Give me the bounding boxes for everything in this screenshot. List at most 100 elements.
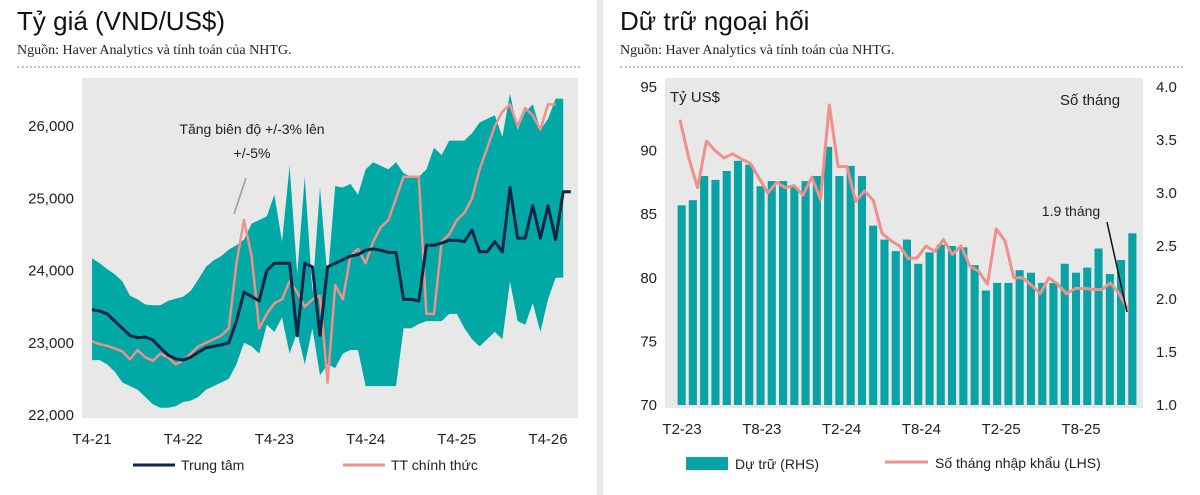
reserve-bar xyxy=(936,244,945,405)
y-tick-label: 25,000 xyxy=(28,190,74,207)
annotation-line-1: Tăng biên độ +/-3% lên xyxy=(179,121,324,137)
annotation-label: 1.9 tháng xyxy=(1042,203,1100,219)
reserve-bar xyxy=(1117,260,1126,405)
legend-swatch-reserves xyxy=(686,457,728,470)
reserve-bar xyxy=(688,200,697,405)
band-layer xyxy=(92,93,564,408)
x-tick-label: T8-24 xyxy=(902,421,941,438)
reserve-bar xyxy=(824,146,833,406)
reserve-bar xyxy=(948,246,957,405)
reserve-bar xyxy=(914,263,923,405)
chart-source: Nguồn: Haver Analytics và tính toán của … xyxy=(17,43,292,58)
reserve-bar xyxy=(756,186,765,405)
title-divider xyxy=(17,66,580,68)
reserve-bar xyxy=(1060,263,1069,405)
reserve-bar xyxy=(1004,282,1013,405)
reserve-bar xyxy=(790,187,799,405)
reserve-bar xyxy=(767,181,776,405)
y-tick-label: 22,000 xyxy=(28,407,74,424)
reserve-bar xyxy=(677,205,686,405)
exchange-rate-panel: Tỷ giá (VND/US$) Nguồn: Haver Analytics … xyxy=(0,0,597,495)
reserve-bar xyxy=(981,290,990,405)
unit-label-left: Tỷ US$ xyxy=(670,89,721,106)
y-tick-label: 24,000 xyxy=(28,263,74,280)
y-right-tick-label: 2.0 xyxy=(1156,291,1177,308)
reserve-bar xyxy=(711,179,720,405)
central-rate-line xyxy=(91,186,571,362)
x-tick-label: T4-23 xyxy=(255,431,294,448)
legend-label-official: TT chính thức xyxy=(391,457,478,473)
reserve-bar xyxy=(959,247,968,405)
x-tick-label: T8-25 xyxy=(1061,421,1100,438)
reserve-bar xyxy=(700,176,709,405)
chart-title: Tỷ giá (VND/US$) xyxy=(17,6,226,36)
x-axis: T4-21 T4-22 T4-23 T4-24 T4-25 T4-26 xyxy=(72,431,567,448)
legend-label-months: Số tháng nhập khẩu (LHS) xyxy=(935,455,1101,471)
reserve-bar xyxy=(733,160,742,405)
y-axis-left: 70 75 80 85 90 95 xyxy=(640,79,657,414)
y-right-tick-label: 3.5 xyxy=(1156,132,1177,149)
reserve-bar xyxy=(1072,272,1081,405)
unit-label-right: Số tháng xyxy=(1060,92,1120,109)
chart-source: Nguồn: Haver Analytics và tính toán của … xyxy=(620,43,895,58)
reserve-bar xyxy=(891,251,900,405)
reserve-bar xyxy=(835,176,844,405)
x-tick-label: T4-24 xyxy=(346,431,385,448)
reserve-bar xyxy=(925,252,934,405)
reserve-bar xyxy=(869,225,878,405)
x-tick-label: T2-25 xyxy=(982,421,1021,438)
y-right-tick-label: 3.0 xyxy=(1156,185,1177,202)
reserve-bar xyxy=(1026,272,1035,405)
y-tick-label: 26,000 xyxy=(28,118,74,135)
reserve-bar xyxy=(993,282,1002,405)
y-tick-label: 23,000 xyxy=(28,335,74,352)
title-divider xyxy=(620,66,1183,68)
y-left-tick-label: 80 xyxy=(640,270,657,287)
reserve-bar xyxy=(779,181,788,405)
bars-layer xyxy=(677,146,1137,406)
y-left-tick-label: 70 xyxy=(640,397,657,414)
reserve-bar xyxy=(812,176,821,405)
y-left-tick-label: 90 xyxy=(640,143,657,160)
x-tick-label: T4-25 xyxy=(437,431,476,448)
x-tick-label: T4-21 xyxy=(72,431,111,448)
line-layer xyxy=(678,103,1130,311)
reserve-bar xyxy=(745,164,754,405)
x-tick-label: T2-23 xyxy=(662,421,701,438)
y-left-tick-label: 75 xyxy=(640,333,657,350)
reserve-bar xyxy=(1038,282,1047,405)
import-months-line xyxy=(678,103,1130,311)
x-tick-label: T4-22 xyxy=(164,431,203,448)
x-axis: T2-23 T8-23 T2-24 T8-24 T2-25 T8-25 xyxy=(662,421,1100,438)
y-axis-right: 1.0 1.5 2.0 2.5 3.0 3.5 4.0 xyxy=(1156,79,1177,414)
annotation-pointer xyxy=(233,177,247,215)
reserve-bar xyxy=(1049,282,1058,405)
annotation-pointer xyxy=(1106,221,1128,313)
x-tick-label: T8-23 xyxy=(742,421,781,438)
reserve-bar xyxy=(970,265,979,405)
y-axis: 22,000 23,000 24,000 25,000 26,000 xyxy=(28,118,74,424)
y-right-tick-label: 2.5 xyxy=(1156,238,1177,255)
reserve-bar xyxy=(902,239,911,405)
reserve-bar xyxy=(1105,274,1114,405)
chart-title: Dữ trữ ngoại hối xyxy=(620,6,810,36)
x-tick-label: T2-24 xyxy=(822,421,861,438)
reserve-bar xyxy=(857,176,866,405)
official-rate-line xyxy=(91,103,556,384)
reserves-chart: 70 75 80 85 90 95 1.0 1.5 2.0 2.5 3.0 3.5 4.0 T2-23… xyxy=(640,78,1177,472)
legend-label-central: Trung tâm xyxy=(181,457,244,473)
y-left-tick-label: 95 xyxy=(640,79,657,96)
band-area xyxy=(92,93,564,408)
reserve-bar xyxy=(801,181,810,405)
reserve-bar xyxy=(1083,267,1092,405)
reserve-bar xyxy=(722,171,731,405)
legend-label-reserves: Dự trữ (RHS) xyxy=(735,456,819,472)
lines-layer xyxy=(91,103,571,384)
y-left-tick-label: 85 xyxy=(640,206,657,223)
reserve-bar xyxy=(846,165,855,405)
y-right-tick-label: 4.0 xyxy=(1156,79,1177,96)
reserves-panel: Dữ trữ ngoại hối Nguồn: Haver Analytics … xyxy=(603,0,1200,495)
x-tick-label: T4-26 xyxy=(528,431,567,448)
y-right-tick-label: 1.0 xyxy=(1156,397,1177,414)
